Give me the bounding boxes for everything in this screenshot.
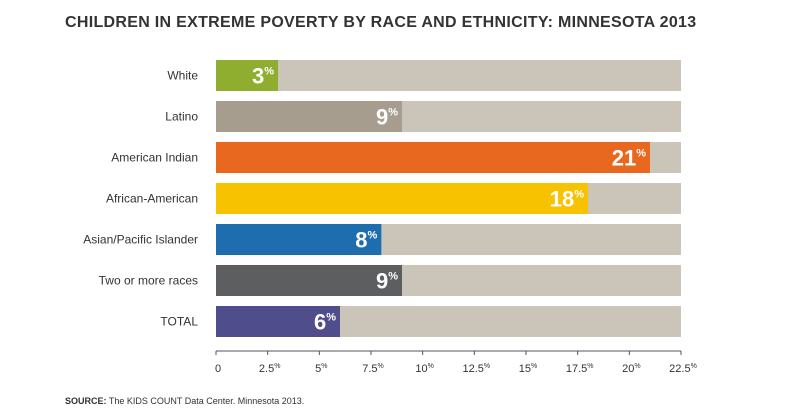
source-note: SOURCE: The KIDS COUNT Data Center. Minn…: [65, 396, 304, 406]
x-tick-suffix: %: [531, 363, 537, 370]
x-tick-label: 17.5%: [566, 363, 594, 375]
x-tick-value: 20: [622, 363, 634, 375]
x-tick-suffix: %: [484, 363, 490, 370]
category-label: Latino: [165, 110, 198, 124]
x-tick-label: 22.5%: [669, 363, 697, 375]
bar: [216, 224, 382, 255]
data-label: 9%: [376, 105, 398, 130]
x-tick-suffix: %: [587, 363, 593, 370]
category-label: Asian/Pacific Islander: [83, 233, 198, 247]
data-label: 3%: [252, 64, 274, 89]
x-tick-value: 10: [415, 363, 427, 375]
data-label-value: 8: [355, 228, 367, 253]
x-tick-suffix: %: [274, 363, 280, 370]
bar: [216, 265, 402, 296]
x-tick-value: 15: [519, 363, 531, 375]
x-tick-suffix: %: [634, 363, 640, 370]
category-label: White: [167, 69, 198, 83]
data-label-value: 3: [252, 64, 264, 89]
bar: [216, 183, 588, 214]
category-label: TOTAL: [160, 315, 198, 329]
chart-title: CHILDREN IN EXTREME POVERTY BY RACE AND …: [65, 14, 697, 31]
category-label: Two or more races: [99, 274, 198, 288]
x-tick-value: 17.5: [566, 363, 587, 375]
data-label: 18%: [550, 187, 584, 212]
x-tick-label: 20%: [622, 363, 640, 375]
data-label-suffix: %: [264, 66, 274, 78]
data-label-value: 9: [376, 105, 388, 130]
bar-track: [216, 60, 681, 91]
x-tick-label: 5%: [315, 363, 327, 375]
bar: [216, 306, 340, 337]
x-tick-value: 12.5: [463, 363, 484, 375]
x-tick-label: 12.5%: [463, 363, 491, 375]
data-label: 9%: [376, 269, 398, 294]
data-label: 6%: [314, 310, 336, 335]
category-label: African-American: [106, 192, 198, 206]
x-tick-value: 22.5: [669, 363, 690, 375]
bar: [216, 60, 278, 91]
data-label-suffix: %: [636, 148, 646, 160]
source-text: The KIDS COUNT Data Center. Minnesota 20…: [106, 396, 305, 406]
x-tick-value: 5: [315, 363, 321, 375]
x-tick-suffix: %: [691, 363, 697, 370]
x-tick-suffix: %: [378, 363, 384, 370]
x-tick-suffix: %: [428, 363, 434, 370]
data-label-value: 9: [376, 269, 388, 294]
bar: [216, 142, 650, 173]
x-tick-label: 0: [215, 363, 221, 375]
category-label: American Indian: [111, 151, 198, 165]
source-label: SOURCE:: [65, 396, 107, 406]
x-tick-label: 10%: [415, 363, 433, 375]
x-tick-label: 2.5%: [259, 363, 281, 375]
data-label-value: 21: [612, 146, 636, 171]
data-label-value: 6: [314, 310, 326, 335]
x-tick-label: 15%: [519, 363, 537, 375]
x-tick-label: 7.5%: [362, 363, 384, 375]
data-label: 8%: [355, 228, 377, 253]
x-tick-value: 2.5: [259, 363, 274, 375]
data-label-suffix: %: [388, 271, 398, 283]
x-tick-value: 0: [215, 363, 221, 375]
data-label-suffix: %: [368, 230, 378, 242]
x-tick-value: 7.5: [362, 363, 377, 375]
data-label-suffix: %: [326, 312, 336, 324]
x-tick-suffix: %: [321, 363, 327, 370]
data-label-suffix: %: [574, 189, 584, 201]
bar: [216, 101, 402, 132]
data-label: 21%: [612, 146, 646, 171]
data-label-value: 18: [550, 187, 574, 212]
data-label-suffix: %: [388, 107, 398, 119]
